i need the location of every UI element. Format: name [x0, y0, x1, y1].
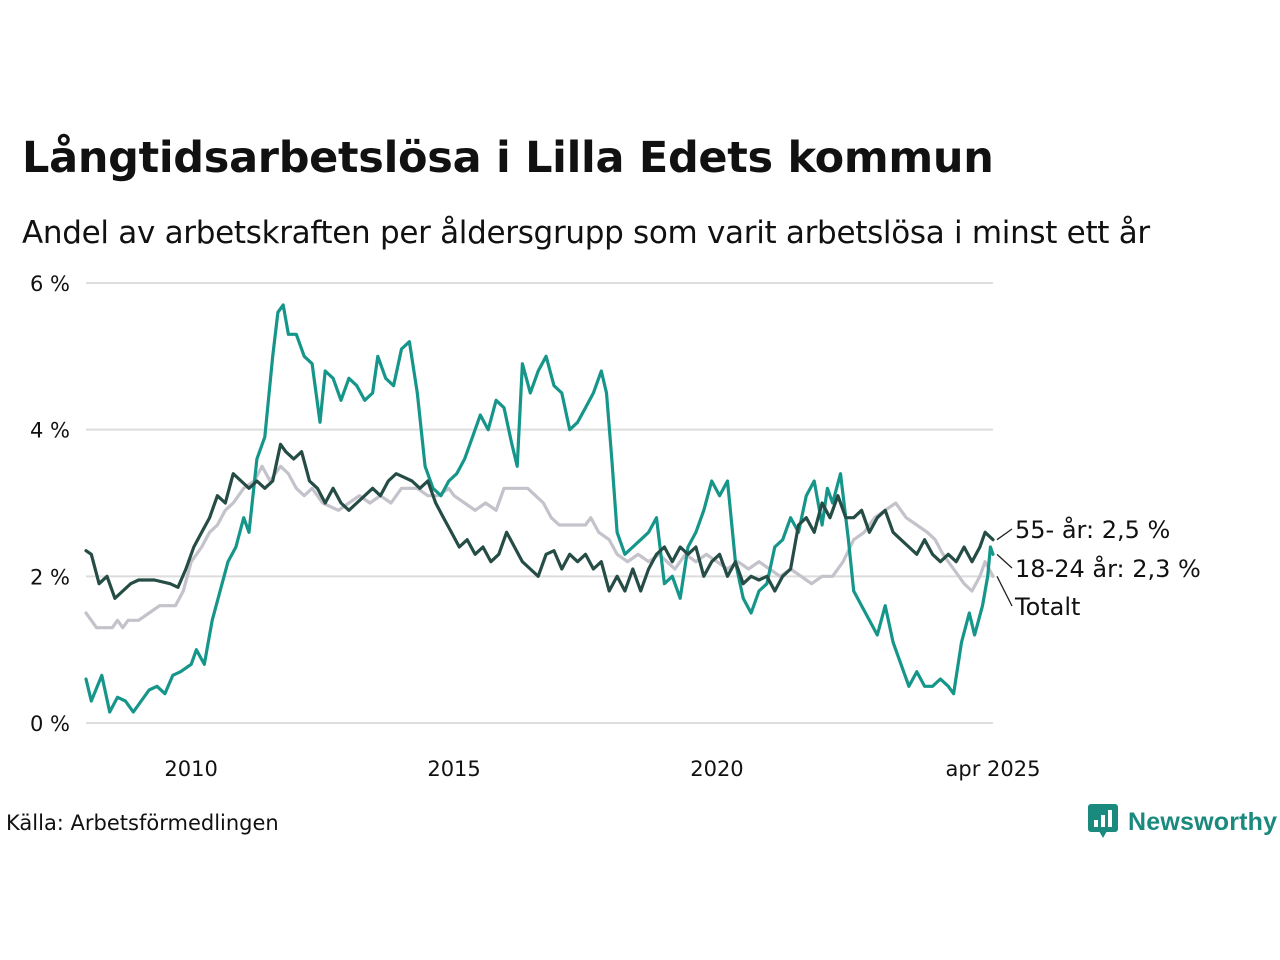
x-tick-label: 2015 [427, 757, 480, 781]
leader-line [996, 528, 1013, 541]
series-line-age-55 [84, 442, 995, 600]
end-label-age-18-24: 18-24 år: 2,3 % [1015, 554, 1201, 583]
end-label-age-55: 55- år: 2,5 % [1015, 515, 1170, 544]
leader-line [996, 576, 1013, 607]
series-line-total [84, 464, 995, 630]
y-tick-label: 0 % [30, 712, 70, 736]
chart-title: Långtidsarbetslösa i Lilla Edets kommun [22, 133, 994, 183]
leader-line [996, 553, 1013, 569]
chart-bubble-icon [1088, 804, 1118, 838]
end-labels: 55- år: 2,5 % 18-24 år: 2,3 % Totalt [996, 515, 1201, 621]
y-tick-label: 6 % [30, 272, 70, 296]
y-axis-labels: 0 % 2 % 4 % 6 % [30, 272, 70, 736]
source-note: Källa: Arbetsförmedlingen [6, 811, 279, 835]
series-line-age-18-24 [84, 303, 995, 714]
x-tick-label: 2010 [164, 757, 217, 781]
y-tick-label: 4 % [30, 419, 70, 443]
x-axis-labels: 2010 2015 2020 apr 2025 [164, 757, 1040, 781]
grid-lines [86, 282, 993, 724]
line-chart: 0 % 2 % 4 % 6 % 2010 2015 2020 apr 2025 55- år… [30, 272, 1201, 781]
brand-name: Newsworthy [1128, 807, 1278, 836]
chart-subtitle: Andel av arbetskraften per åldersgrupp s… [22, 215, 1150, 251]
brand-logo[interactable]: Newsworthy [1088, 804, 1277, 840]
end-label-total: Totalt [1014, 593, 1080, 621]
x-tick-label: 2020 [690, 757, 743, 781]
series-lines [84, 303, 995, 714]
y-tick-label: 2 % [30, 565, 70, 589]
x-tick-label: apr 2025 [946, 757, 1041, 781]
